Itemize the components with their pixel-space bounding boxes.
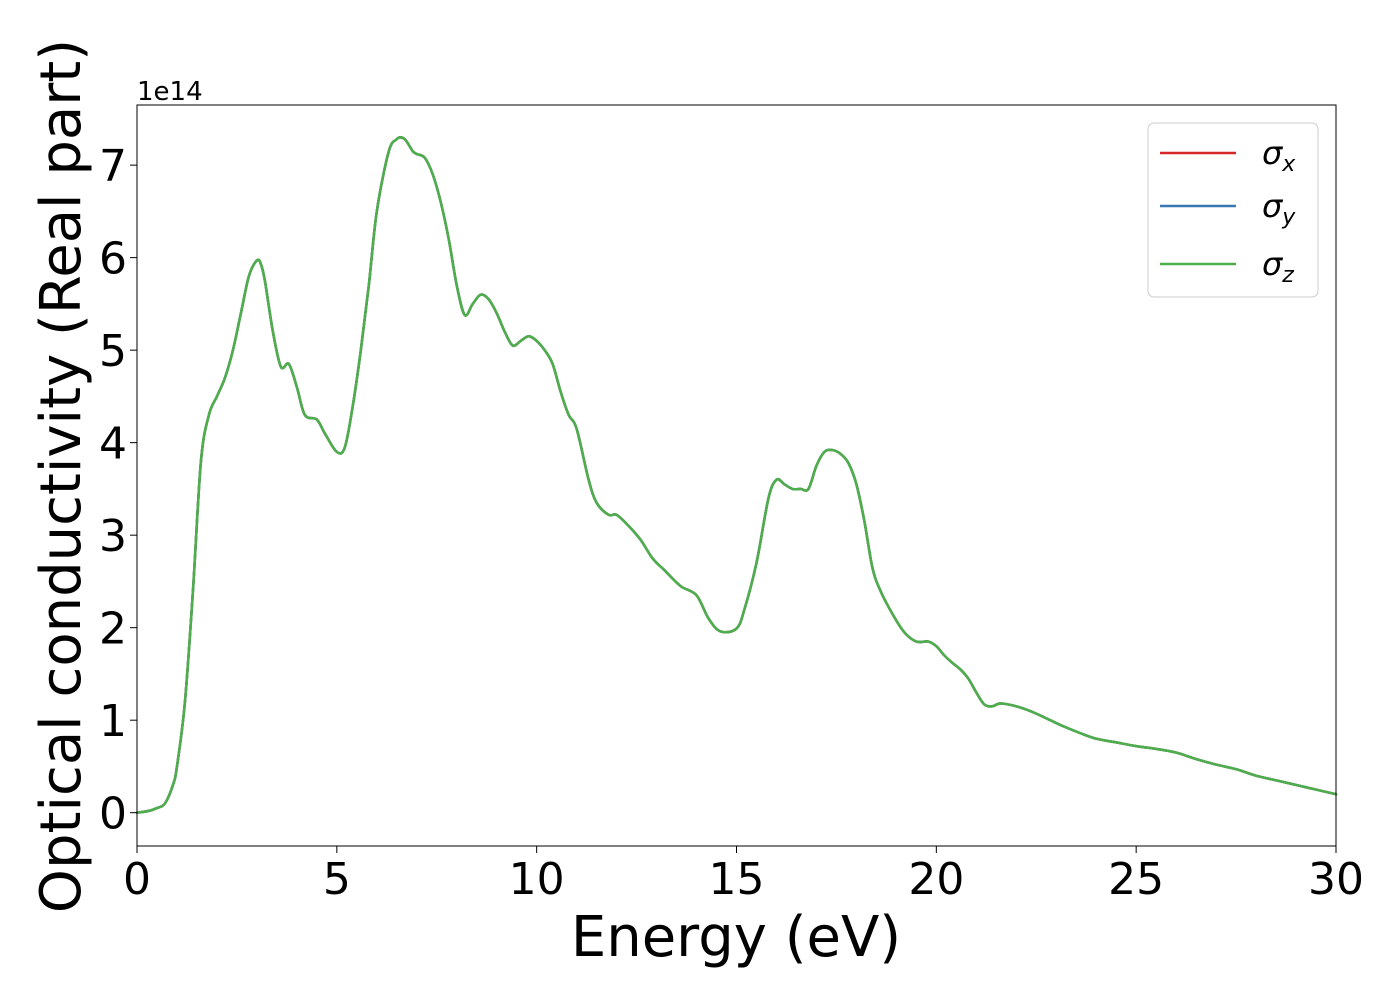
x-tick-label: 10 bbox=[509, 854, 565, 905]
y-multiplier-label: 1e14 bbox=[137, 77, 203, 107]
x-tick-label: 20 bbox=[908, 854, 964, 905]
series-layer bbox=[135, 136, 1338, 814]
y-tick-label: 4 bbox=[99, 419, 127, 470]
y-axis: 0 1 2 3 4 5 6 7 bbox=[99, 141, 137, 840]
x-axis: 0 5 10 15 20 25 30 bbox=[123, 846, 1364, 905]
legend-label-x: σx bbox=[1262, 134, 1296, 177]
x-tick-label: 0 bbox=[123, 854, 151, 905]
y-tick-label: 1 bbox=[99, 696, 127, 747]
y-tick-label: 3 bbox=[99, 511, 127, 562]
y-tick-label: 5 bbox=[99, 326, 127, 377]
x-tick-label: 30 bbox=[1308, 854, 1364, 905]
legend-label-z: σz bbox=[1262, 245, 1294, 288]
y-tick-label: 2 bbox=[99, 604, 127, 655]
y-tick-label: 0 bbox=[99, 789, 127, 840]
y-tick-label: 7 bbox=[99, 141, 127, 192]
y-tick-label: 6 bbox=[99, 234, 127, 285]
series-line-3 bbox=[135, 136, 1338, 814]
x-tick-label: 25 bbox=[1108, 854, 1164, 905]
legend: σx σy σz bbox=[1147, 122, 1319, 298]
x-tick-label: 15 bbox=[709, 854, 765, 905]
x-tick-label: 5 bbox=[323, 854, 351, 905]
legend-label-y: σy bbox=[1262, 187, 1296, 230]
x-axis-title: Energy (eV) bbox=[571, 905, 901, 970]
legend-box bbox=[1147, 122, 1319, 298]
y-axis-title: Optical conductivity (Real part) bbox=[29, 39, 94, 913]
